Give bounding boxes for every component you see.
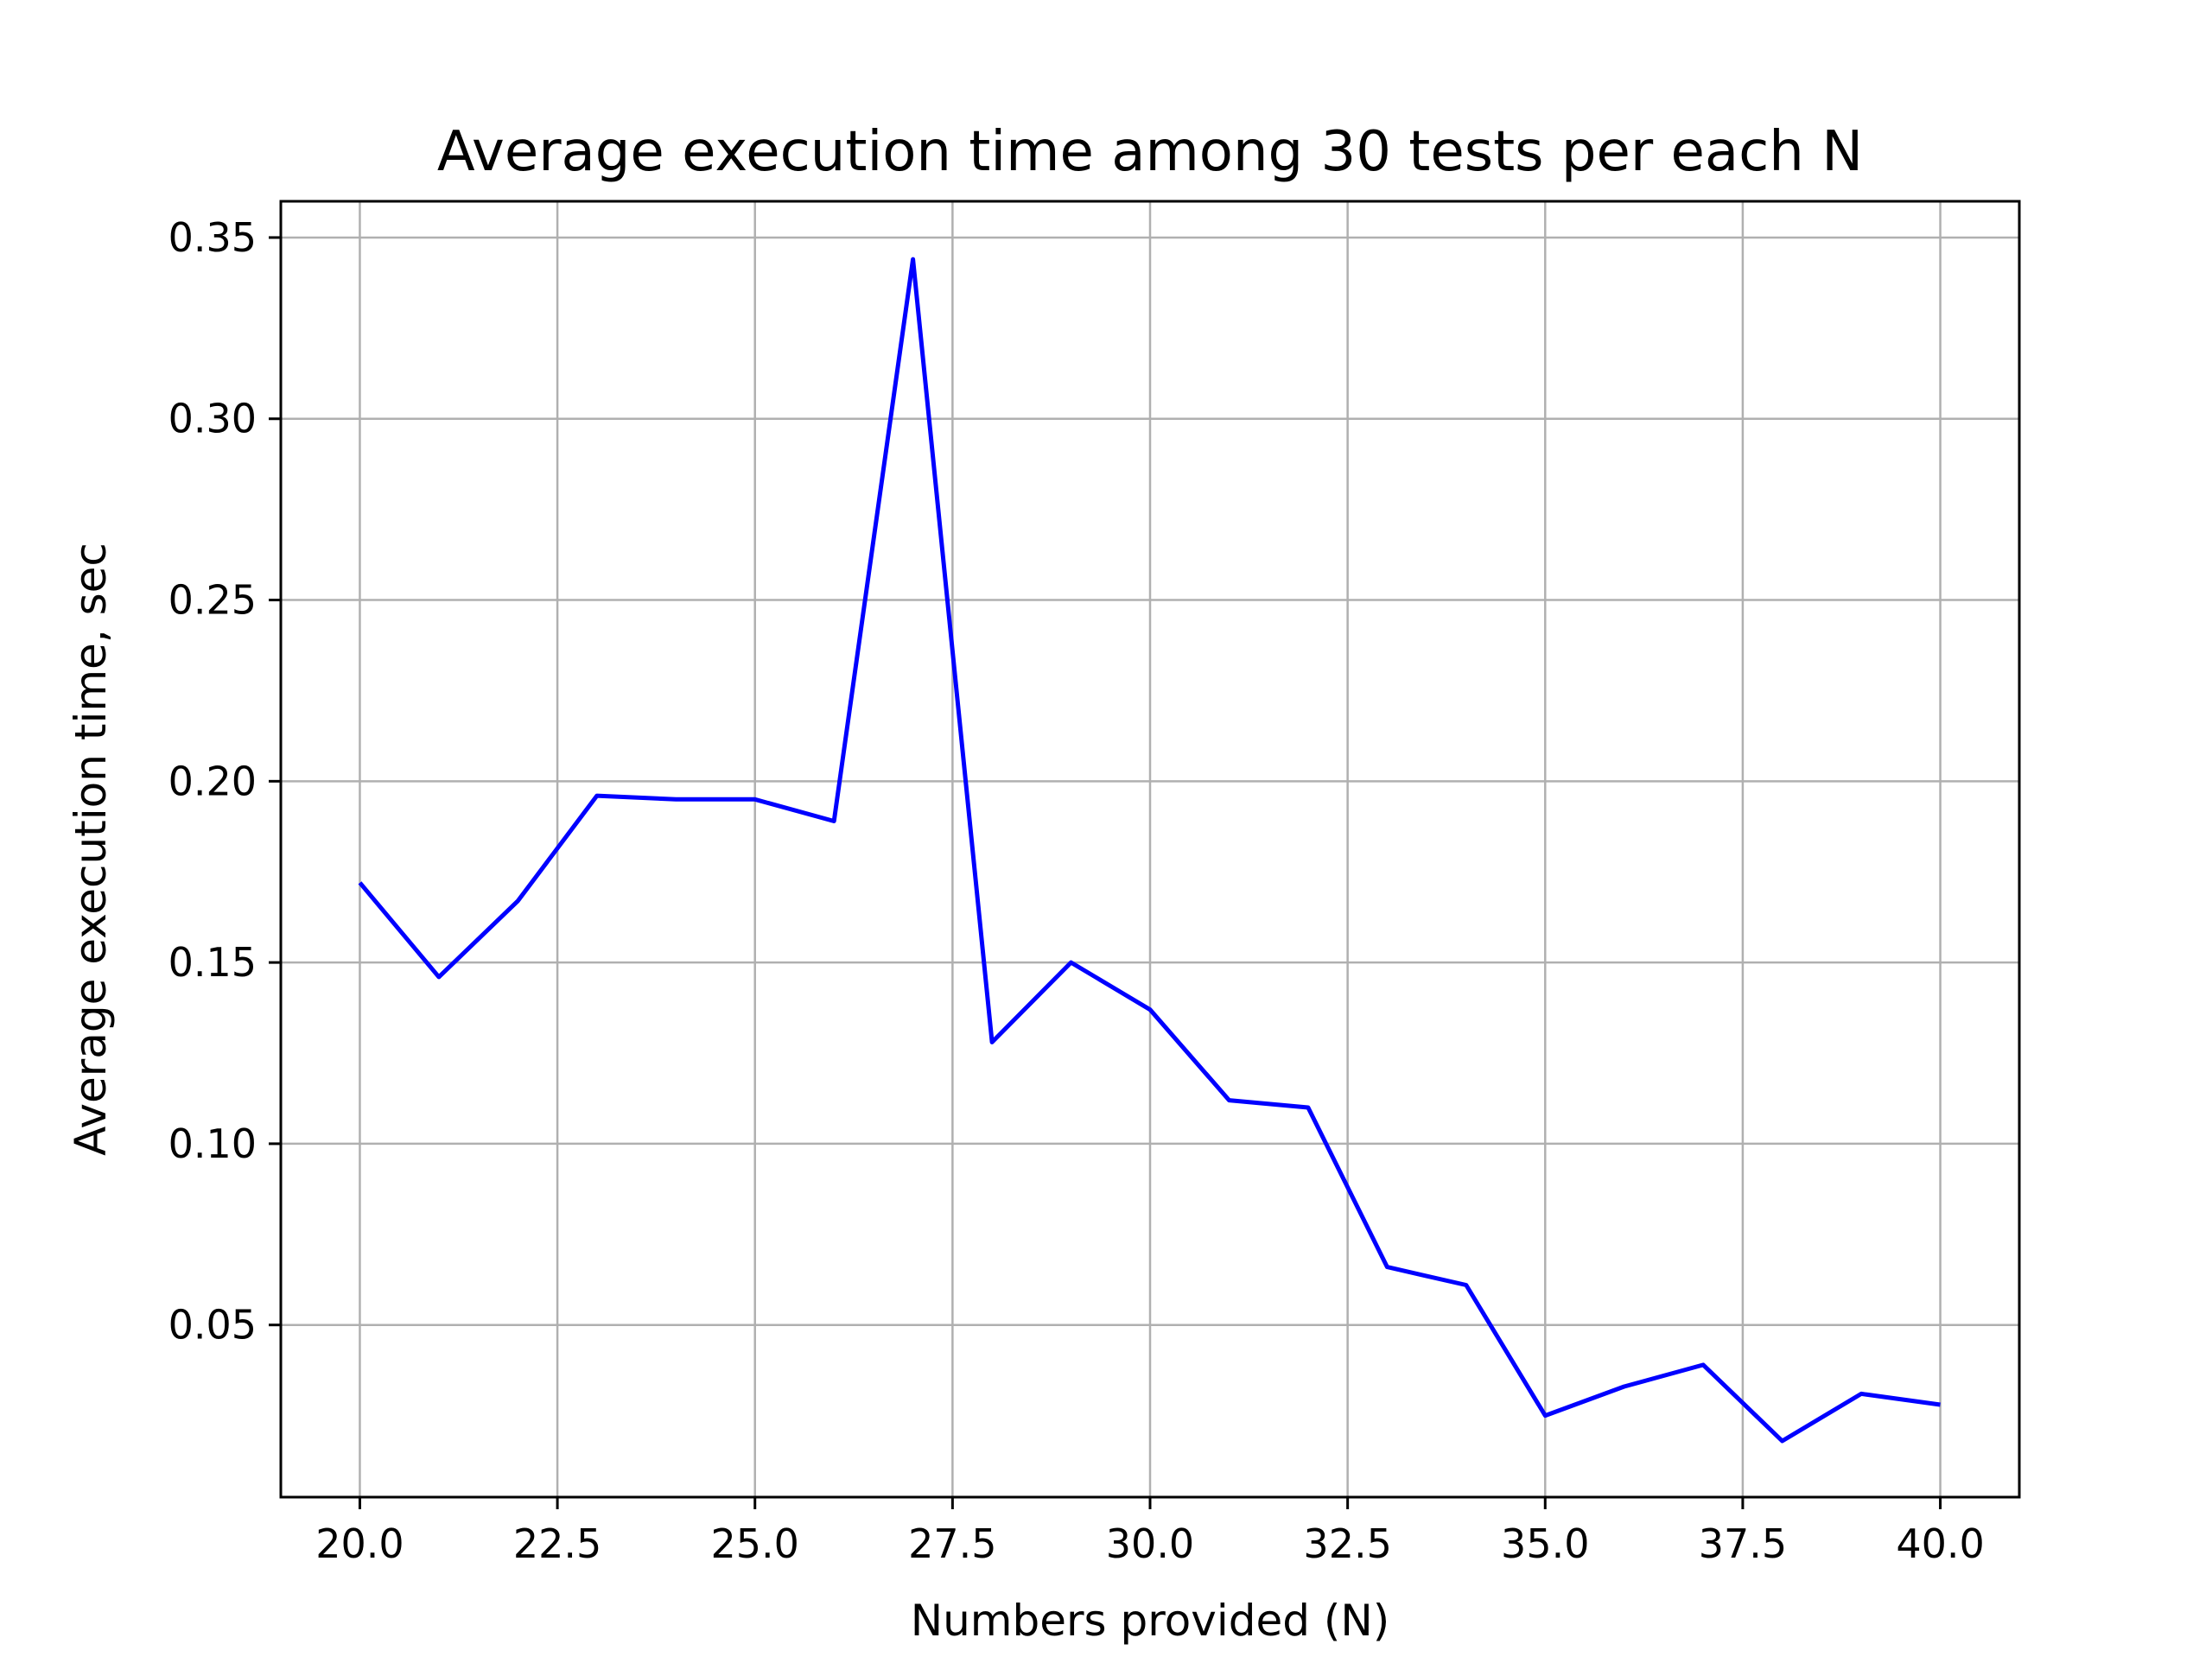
ticks: 20.0 22.5 25.0 27.5 30.0 32.5 35.0 37.5 40.0 0.05…	[168, 214, 1985, 1567]
y-tick-label: 0.20	[168, 758, 257, 804]
series-line	[358, 257, 1941, 1444]
x-tick-label: 40.0	[1896, 1520, 1984, 1567]
y-tick-label: 0.10	[168, 1120, 257, 1167]
x-tick-label: 35.0	[1501, 1520, 1589, 1567]
x-tick-label: 25.0	[711, 1520, 799, 1567]
chart-title: Average execution time among 30 tests pe…	[437, 120, 1863, 184]
y-axis-label: Average execution time, sec	[66, 543, 116, 1156]
y-tick-label: 0.30	[168, 396, 257, 442]
x-tick-label: 20.0	[315, 1520, 404, 1567]
series-layer	[358, 257, 1941, 1444]
x-tick-label: 32.5	[1303, 1520, 1391, 1567]
y-tick-label: 0.35	[168, 214, 257, 261]
x-tick-label: 37.5	[1699, 1520, 1787, 1567]
x-axis-label: Numbers provided (N)	[911, 1596, 1390, 1646]
y-tick-label: 0.15	[168, 939, 257, 986]
x-tick-label: 27.5	[908, 1520, 996, 1567]
x-tick-label: 22.5	[513, 1520, 601, 1567]
grid	[281, 201, 2019, 1497]
y-tick-label: 0.05	[168, 1302, 257, 1349]
x-tick-label: 30.0	[1106, 1520, 1194, 1567]
y-tick-label: 0.25	[168, 577, 257, 624]
